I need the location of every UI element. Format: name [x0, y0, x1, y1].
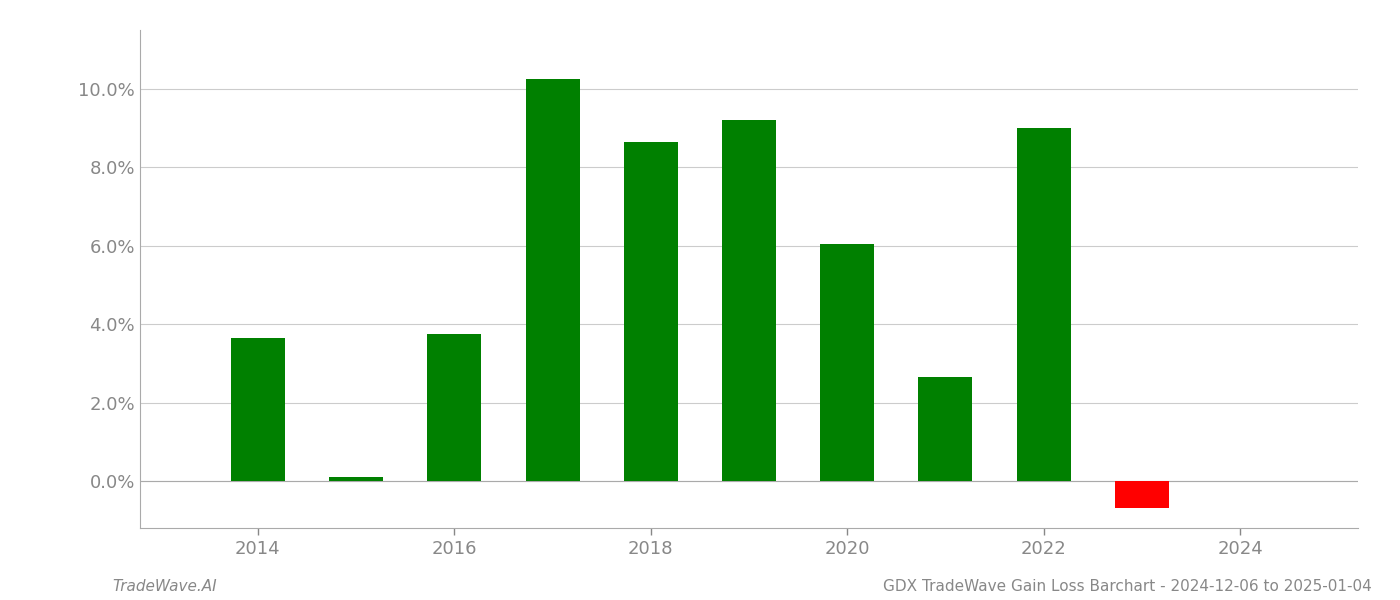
- Bar: [1114, 481, 1169, 508]
- Text: TradeWave.AI: TradeWave.AI: [112, 579, 217, 594]
- Text: GDX TradeWave Gain Loss Barchart - 2024-12-06 to 2025-01-04: GDX TradeWave Gain Loss Barchart - 2024-…: [883, 579, 1372, 594]
- Bar: [525, 79, 580, 481]
- Bar: [329, 477, 384, 481]
- Bar: [918, 377, 973, 481]
- Bar: [427, 334, 482, 481]
- Bar: [722, 120, 776, 481]
- Bar: [1016, 128, 1071, 481]
- Bar: [624, 142, 678, 481]
- Bar: [820, 244, 874, 481]
- Bar: [231, 338, 284, 481]
